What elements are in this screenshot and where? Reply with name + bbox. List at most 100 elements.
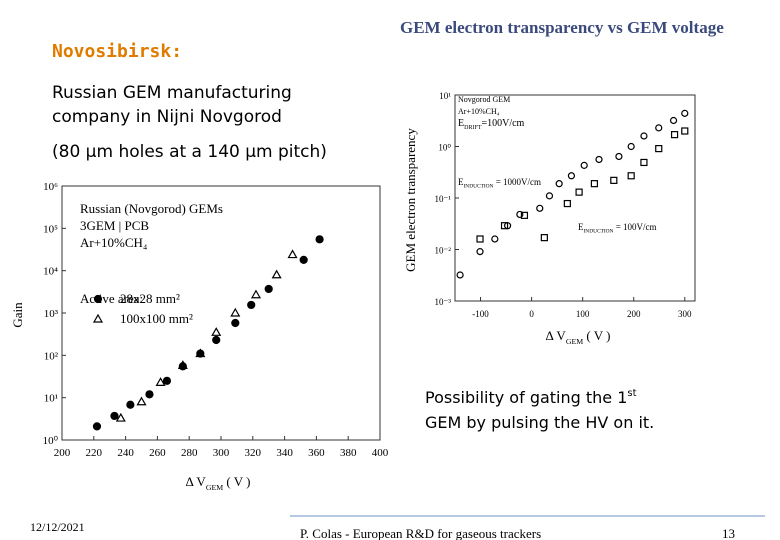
data-point (640, 158, 648, 167)
x-tick-label: 200 (627, 309, 641, 319)
data-point (580, 161, 588, 169)
data-point (520, 211, 529, 219)
data-point (670, 131, 679, 139)
legend-text: Ar+10%CH₄ (458, 107, 500, 116)
y-tick-label: 10³ (44, 308, 59, 320)
label-sub: GEM (566, 337, 583, 346)
data-point (575, 188, 583, 196)
data-point (231, 318, 240, 328)
data-point (110, 411, 119, 421)
data-point (567, 172, 576, 180)
x-tick-label: 260 (149, 447, 166, 459)
data-point (540, 234, 548, 242)
label-rest: = 1000V/cm (493, 177, 541, 187)
label-main: Δ V (186, 474, 207, 489)
note-line: GEM by pulsing the HV on it. (425, 413, 654, 432)
data-point (555, 180, 563, 188)
data-point (640, 132, 648, 140)
y-axis-label: GEM electron transparency (403, 128, 418, 272)
rich-label: Δ VGEM ( V ) (546, 328, 611, 346)
x-tick-label: 220 (86, 447, 103, 459)
data-point (115, 412, 126, 422)
x-tick-label: 240 (117, 447, 134, 459)
label-rest: =100V/cm (481, 118, 524, 129)
x-tick-label: 360 (308, 447, 325, 459)
data-point (162, 376, 172, 385)
y-tick-label: 10⁵ (43, 223, 58, 235)
x-tick-label: 100 (576, 309, 590, 319)
legend-marker (93, 294, 103, 304)
x-tick-label: -100 (472, 309, 489, 319)
rich-label: EINDUCTION = 100V/cm (578, 222, 657, 235)
x-tick-label: 200 (54, 447, 71, 459)
data-point (545, 192, 554, 200)
legend-text: 100x100 mm² (120, 311, 193, 326)
data-point (456, 271, 464, 279)
data-point (681, 109, 689, 117)
data-point (590, 180, 599, 188)
data-point (250, 289, 262, 299)
legend-text: Ar+10%CH₄ (80, 235, 148, 250)
data-point (211, 327, 222, 336)
label-main: E (458, 118, 464, 129)
y-tick-label: 10¹ (44, 393, 58, 405)
data-point (655, 124, 663, 132)
label-sub: INDUCTION (584, 229, 614, 235)
label-sub: DRIFT (464, 125, 482, 131)
label-sub: INDUCTION (464, 184, 494, 190)
note-line: Possibility of gating the 1st (425, 388, 637, 407)
label-rest: ( V ) (583, 328, 610, 343)
note-text: Possibility of gating the 1 (425, 388, 627, 407)
data-point (264, 284, 273, 294)
data-point (500, 222, 509, 230)
label-rest: ( V ) (223, 474, 250, 489)
label-main: E (458, 177, 464, 187)
body-line: Russian GEM manufacturing (52, 83, 292, 103)
body-line: company in Nijni Novgorod (52, 107, 282, 127)
legend-marker (92, 313, 104, 323)
data-point (299, 255, 308, 264)
x-tick-label: 280 (181, 447, 198, 459)
data-point (195, 348, 206, 358)
footer-date: 12/12/2021 (30, 520, 85, 534)
y-tick-label: 10¹ (439, 91, 451, 101)
data-point (287, 249, 298, 259)
rich-label: EINDUCTION = 1000V/cm (458, 177, 541, 190)
slide-title: GEM electron transparency vs GEM voltage (400, 18, 724, 37)
x-tick-label: 400 (372, 447, 389, 459)
y-tick-label: 10² (44, 350, 59, 362)
data-point (627, 172, 635, 180)
data-point (476, 248, 484, 256)
data-point (315, 235, 324, 244)
legend-text: 28x28 mm² (120, 291, 180, 306)
data-point (655, 145, 663, 153)
label-main: E (578, 222, 584, 232)
data-point (177, 360, 188, 369)
note-sup: st (627, 388, 636, 399)
legend-text: Novgorod GEM (458, 95, 510, 104)
legend-text: Russian (Novgorod) GEMs (80, 201, 223, 216)
footer-text: P. Colas - European R&D for gaseous trac… (300, 526, 541, 540)
data-point (615, 152, 623, 161)
data-point (247, 300, 256, 310)
y-axis-label: Gain (10, 302, 25, 328)
heading: Novosibirsk: (52, 41, 182, 62)
label-sub: GEM (206, 483, 223, 492)
data-point (681, 127, 689, 135)
x-tick-label: 380 (340, 447, 357, 459)
page-number: 13 (722, 526, 735, 540)
data-point (476, 235, 484, 243)
y-tick-label: 10⁰ (43, 435, 59, 447)
data-point (230, 307, 241, 317)
rich-label: EDRIFT=100V/cm (458, 118, 525, 131)
data-point (136, 396, 147, 406)
data-point (145, 390, 154, 399)
x-tick-label: 300 (678, 309, 692, 319)
data-point (669, 116, 678, 125)
data-point (126, 400, 135, 409)
data-point (212, 335, 221, 345)
data-point (627, 142, 635, 151)
y-tick-label: 10⁰ (438, 143, 451, 153)
data-point (516, 210, 524, 219)
